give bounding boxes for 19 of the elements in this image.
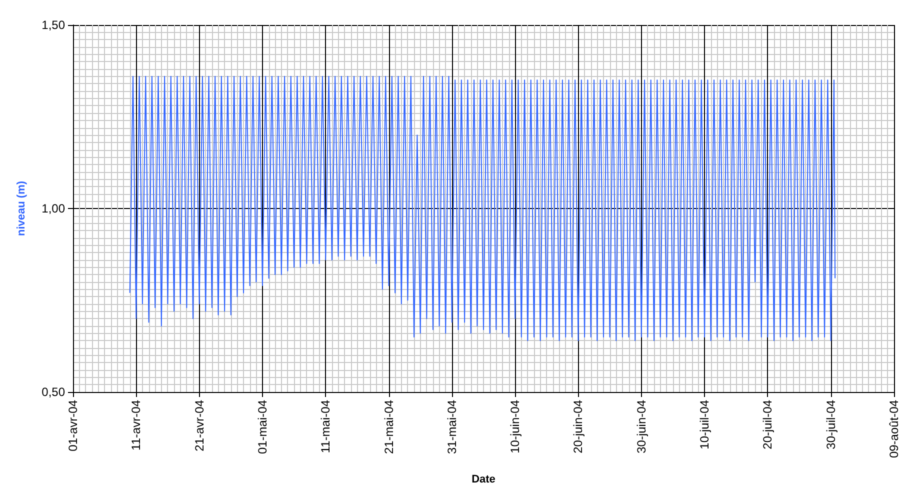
y-axis-title: niveau (m) [16, 180, 28, 236]
y-tick-label: 0,50 [42, 385, 66, 399]
x-tick-label: 11-mai-04 [318, 400, 333, 454]
x-tick-label: 20-juil-04 [760, 400, 775, 450]
x-tick-label: 09-août-04 [887, 400, 901, 458]
x-tick-label: 31-mai-04 [444, 400, 459, 454]
x-tick-label: 20-juin-04 [571, 400, 586, 454]
y-tick-label: 1,00 [42, 202, 66, 216]
x-tick-label: 21-mai-04 [382, 400, 396, 454]
x-tick-label: 01-avr-04 [66, 400, 80, 452]
x-tick-label: 01-mai-04 [255, 400, 270, 454]
x-tick-label: 30-juin-04 [634, 400, 648, 454]
x-tick-label: 11-avr-04 [129, 400, 144, 450]
x-tick-label: 21-avr-04 [192, 400, 206, 452]
x-tick-label: 10-juil-04 [698, 400, 712, 450]
x-tick-label: 30-juil-04 [824, 400, 838, 450]
x-axis-title: Date [472, 474, 496, 486]
y-tick-label: 1,50 [42, 18, 66, 32]
x-tick-label: 10-juin-04 [508, 400, 522, 454]
